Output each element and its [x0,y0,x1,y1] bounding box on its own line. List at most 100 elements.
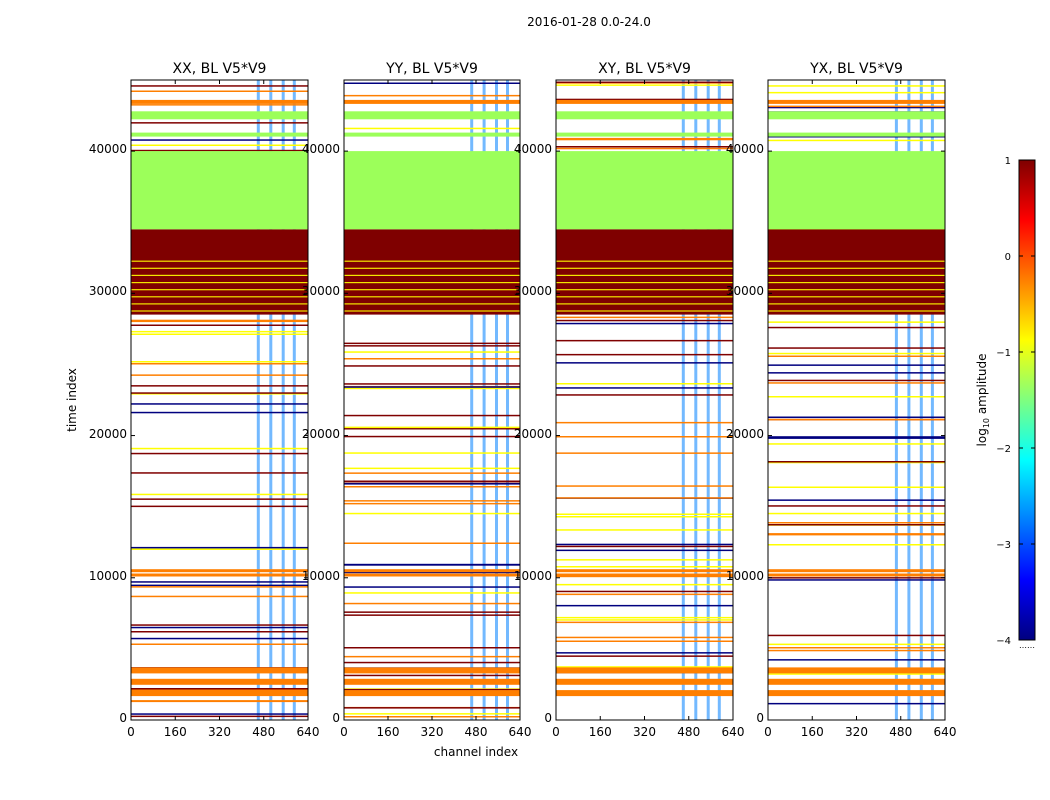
y-tick-label: 20000 [302,427,340,441]
rfi-line [344,512,520,515]
rfi-line [131,472,308,474]
saturated-stripe [344,267,520,269]
rfi-line [344,365,520,367]
rfi-band [344,690,520,697]
rfi-band [344,678,520,685]
rfi-band [344,111,520,120]
rfi-line [344,602,520,605]
y-tick-label: 0 [119,711,127,725]
rfi-line [131,363,308,365]
x-tick-label: 0 [340,725,348,739]
rfi-line [344,713,520,715]
rfi-line [344,345,520,347]
rfi-line [131,330,308,333]
rfi-band [131,132,308,137]
rfi-band [344,132,520,137]
heatmap-yy [343,79,521,721]
rfi-line [344,674,520,677]
y-tick-label: 30000 [514,284,552,298]
rfi-line [131,149,308,152]
rfi-line [131,584,308,587]
saturated-stripe [344,296,520,298]
rfi-line [131,403,308,405]
saturated-stripe [131,260,308,262]
rfi-line [131,581,308,583]
rfi-line [131,392,308,394]
rfi-line [344,614,520,616]
rfi-line [344,452,520,454]
rfi-band [131,678,308,685]
flat-region [131,151,308,230]
channel-gap [269,80,273,720]
rfi-line [344,428,520,430]
rfi-line [344,502,520,505]
y-tick-label: 0 [544,711,552,725]
rfi-line [131,411,308,414]
rfi-line [131,139,308,141]
saturated-stripe [344,260,520,262]
rfi-line [131,447,308,450]
rfi-line [344,414,520,417]
channel-gap [482,80,486,720]
y-tick-label: 20000 [89,427,127,441]
rfi-band [344,99,520,104]
x-tick-label: 640 [509,725,532,739]
channel-gap [292,80,296,720]
saturated-stripe [131,267,308,269]
rfi-line [344,342,520,345]
saturated-stripe [131,310,308,312]
channel-gap [495,80,498,720]
rfi-line [131,493,308,496]
x-tick-label: 640 [297,725,320,739]
rfi-line [131,320,308,323]
x-tick-label: 480 [252,725,275,739]
rfi-line [131,361,308,363]
y-tick-label: 10000 [302,569,340,583]
rfi-line [344,467,520,470]
rfi-band [344,569,520,573]
rfi-line [344,386,520,388]
y-tick-label: 30000 [302,284,340,298]
rfi-line [131,393,308,395]
x-tick-label: 320 [421,725,444,739]
y-tick-label: 40000 [89,142,127,156]
x-tick-label: 160 [589,725,612,739]
rfi-line [131,548,308,550]
rfi-line [131,498,308,500]
rfi-line [344,387,520,390]
panel-title-xy: XY, BL V5*V9 [598,61,691,77]
flat-region [344,151,520,230]
rfi-band [131,573,308,577]
rfi-line [344,611,520,613]
saturated-stripe [131,289,308,291]
rfi-line [131,700,308,702]
rfi-band [131,99,308,104]
x-tick-label: 480 [677,725,700,739]
rfi-line [344,426,520,429]
rfi-line [131,713,308,715]
rfi-line [344,655,520,658]
rfi-band [131,667,308,674]
rfi-line [344,542,520,544]
saturated-stripe [131,296,308,298]
rfi-band [131,569,308,573]
channel-gap [506,80,509,720]
rfi-line [131,546,308,549]
rfi-line [344,94,520,97]
y-tick-label: 40000 [514,142,552,156]
heatmap-xx [130,79,309,721]
rfi-line [131,319,308,322]
saturated-stripe [131,274,308,276]
rfi-line [344,435,520,438]
y-tick-label: 10000 [514,569,552,583]
saturated-stripe [344,303,520,305]
saturated-stripe [344,274,520,276]
rfi-line [131,626,308,629]
saturated-stripe [344,282,520,284]
y-tick-label: 0 [332,711,340,725]
rfi-line [344,571,520,574]
y-tick-label: 40000 [302,142,340,156]
rfi-line [344,480,520,482]
x-tick-label: 320 [208,725,231,739]
